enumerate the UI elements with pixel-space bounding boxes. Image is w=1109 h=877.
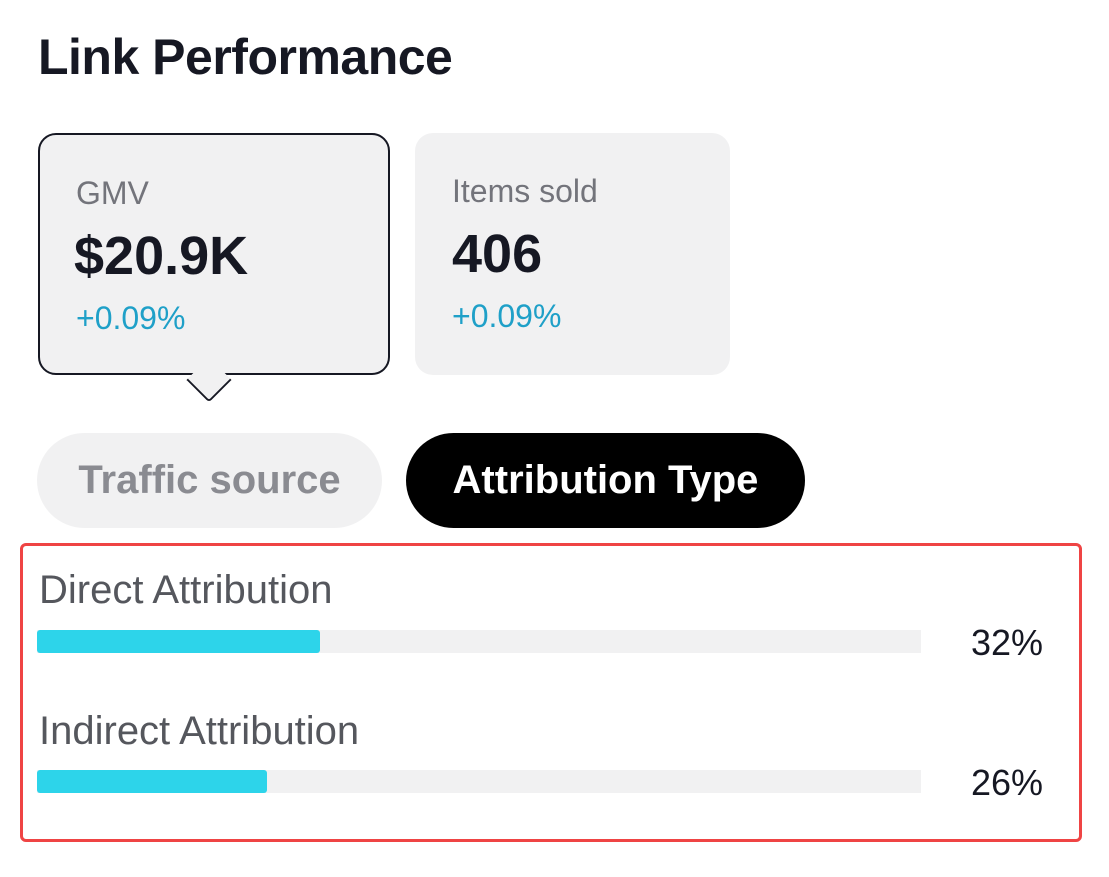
attribution-bar-track bbox=[37, 630, 921, 653]
metric-value: $20.9K bbox=[74, 226, 249, 286]
attribution-panel: Direct Attribution 32% Indirect Attribut… bbox=[20, 543, 1082, 842]
metric-change: +0.09% bbox=[452, 298, 562, 334]
tab-traffic-source[interactable]: Traffic source bbox=[37, 433, 382, 528]
attribution-label: Direct Attribution bbox=[39, 568, 333, 612]
attribution-percent: 32% bbox=[970, 622, 1043, 663]
metric-label: Items sold bbox=[452, 173, 598, 209]
attribution-bar-fill bbox=[37, 630, 320, 653]
attribution-bar-fill bbox=[37, 770, 267, 793]
metric-card-items-sold[interactable]: Items sold 406 +0.09% bbox=[415, 133, 730, 375]
metric-card-gmv[interactable]: GMV $20.9K +0.09% bbox=[38, 133, 390, 375]
tab-attribution-type[interactable]: Attribution Type bbox=[406, 433, 805, 528]
metric-value: 406 bbox=[452, 224, 543, 284]
attribution-percent: 26% bbox=[970, 762, 1043, 803]
attribution-label: Indirect Attribution bbox=[39, 709, 360, 753]
metric-change: +0.09% bbox=[76, 300, 186, 336]
metric-label: GMV bbox=[76, 175, 149, 211]
page-title: Link Performance bbox=[38, 29, 453, 85]
attribution-bar-track bbox=[37, 770, 921, 793]
